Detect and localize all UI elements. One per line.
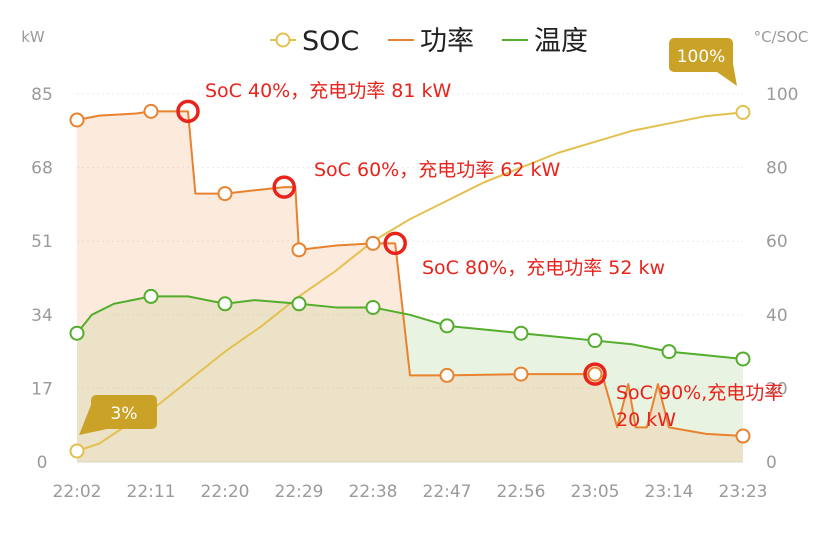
- y-left-tick-label: 34: [31, 306, 53, 326]
- x-tick-label: 22:38: [349, 482, 398, 502]
- data-point-power: [365, 235, 381, 251]
- x-tick-label: 23:23: [719, 482, 768, 502]
- data-point-temp: [143, 288, 159, 304]
- y-right-unit: °C/SOC: [754, 28, 809, 46]
- annotation-circle: [383, 231, 407, 256]
- data-point-power: [587, 366, 603, 382]
- y-left-tick-label: 51: [31, 232, 53, 252]
- series-line-soc: [76, 111, 744, 452]
- y-left-tick-label: 85: [31, 85, 53, 105]
- legend-label-power: 功率: [420, 26, 474, 57]
- data-point-power: [735, 428, 751, 444]
- annotation-label: SoC 40%，充电功率 81 kW: [205, 80, 451, 102]
- data-point-temp: [439, 318, 455, 334]
- annotation-circle: [583, 362, 607, 386]
- x-tick-label: 23:05: [571, 482, 620, 502]
- data-point-temp: [69, 325, 85, 341]
- x-tick-label: 22:47: [423, 482, 472, 502]
- legend-marker-soc: [275, 32, 291, 48]
- y-right-tick-label: 100: [766, 85, 798, 105]
- annotation-circle: [176, 99, 200, 124]
- x-tick-label: 22:29: [275, 482, 324, 502]
- y-left-tick-label: 17: [31, 379, 53, 399]
- data-point-temp: [513, 325, 529, 341]
- data-point-power: [439, 367, 455, 383]
- data-point-soc: [69, 443, 85, 459]
- annotation-circle: [272, 175, 296, 199]
- x-tick-label: 22:02: [53, 482, 102, 502]
- data-point-temp: [735, 351, 751, 367]
- series-line-power: [76, 110, 744, 438]
- data-point-temp: [661, 344, 677, 360]
- annotation-label: SoC 90%,充电功率: [616, 382, 783, 404]
- data-point-temp: [365, 299, 381, 315]
- legend-label-soc: SOC: [302, 26, 359, 57]
- legend-label-temp: 温度: [534, 26, 588, 57]
- data-point-power: [513, 366, 529, 382]
- annotation-label: 20 kW: [616, 409, 676, 431]
- y-right-tick-label: 40: [766, 306, 788, 326]
- data-point-temp: [587, 333, 603, 349]
- y-right-tick-label: 60: [766, 232, 788, 252]
- data-point-power: [291, 242, 307, 258]
- x-tick-label: 23:14: [645, 482, 694, 502]
- value-bubble-label: 3%: [111, 404, 138, 424]
- x-tick-label: 22:20: [201, 482, 250, 502]
- y-right-tick-label: 0: [766, 453, 777, 473]
- data-point-temp: [291, 296, 307, 312]
- data-point-power: [143, 103, 159, 119]
- data-point-power: [69, 112, 85, 128]
- value-bubble-label: 100%: [677, 47, 726, 67]
- value-bubble: [669, 38, 733, 72]
- y-left-tick-label: 68: [31, 159, 53, 179]
- y-right-tick-label: 80: [766, 159, 788, 179]
- data-point-soc: [735, 104, 751, 120]
- y-left-unit: kW: [21, 28, 45, 46]
- x-tick-label: 22:11: [127, 482, 176, 502]
- annotation-label: SoC 80%，充电功率 52 kw: [422, 257, 665, 279]
- data-point-power: [217, 186, 233, 202]
- y-right-tick-label: 20: [766, 379, 788, 399]
- value-bubble: [91, 395, 157, 429]
- data-point-temp: [217, 296, 233, 312]
- x-tick-label: 22:56: [497, 482, 546, 502]
- y-left-tick-label: 0: [37, 453, 48, 473]
- annotation-label: SoC 60%，充电功率 62 kW: [314, 159, 560, 181]
